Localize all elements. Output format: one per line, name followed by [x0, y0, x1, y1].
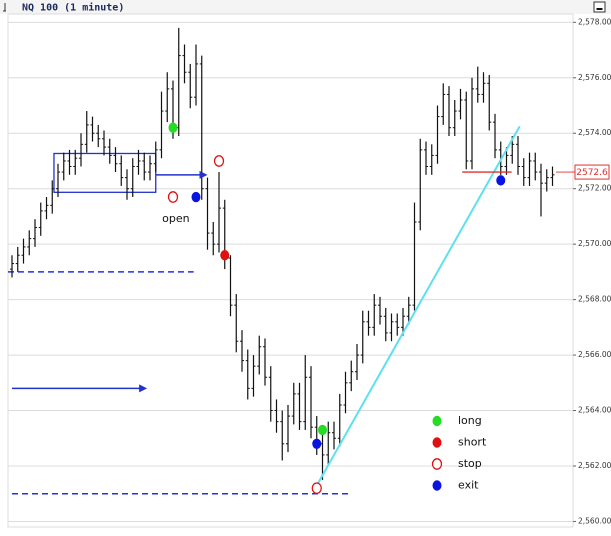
legend-label: long [458, 414, 482, 427]
signal-long [168, 122, 178, 133]
legend-label: short [458, 436, 487, 449]
y-tick-label: 2,562.00 [578, 461, 611, 470]
signal-short [220, 250, 230, 261]
trendline [317, 125, 521, 484]
y-tick-label: 2,568.00 [578, 295, 611, 304]
signal-exit [496, 175, 506, 186]
arrow-head [139, 384, 148, 393]
legend-swatch [432, 480, 442, 491]
legend-label: stop [458, 457, 482, 470]
signal-stop [311, 482, 322, 495]
last-price-box [574, 164, 610, 180]
legend-swatch [432, 437, 442, 448]
y-tick-label: 2,566.00 [578, 350, 611, 359]
header-bar [0, 0, 611, 14]
y-tick-label: 2,578.00 [578, 17, 611, 26]
legend-swatch [431, 458, 443, 470]
minimize-button[interactable] [593, 1, 606, 13]
y-tick-label: 2,560.00 [578, 516, 611, 525]
y-tick-label: 2,564.00 [578, 406, 611, 415]
legend-label: exit [458, 479, 479, 492]
window-icon [3, 3, 6, 12]
chart-title: NQ 100 (1 minute) [22, 2, 124, 14]
signal-exit [191, 191, 201, 203]
y-tick-label: 2,572.00 [578, 184, 611, 193]
signal-stop [213, 155, 225, 167]
y-tick-label: 2,576.00 [578, 73, 611, 82]
legend-swatch [432, 415, 442, 427]
signal-exit [312, 438, 322, 450]
y-tick-label: 2,574.00 [578, 128, 611, 137]
last-price-label: 2572.6 [576, 168, 608, 178]
annotation: open [162, 212, 189, 225]
signal-long [318, 424, 327, 436]
plot-frame [7, 13, 574, 528]
arrow-head [199, 170, 208, 179]
range-box [53, 152, 157, 193]
y-tick-label: 2,570.00 [578, 239, 611, 248]
signal-stop [167, 191, 179, 203]
